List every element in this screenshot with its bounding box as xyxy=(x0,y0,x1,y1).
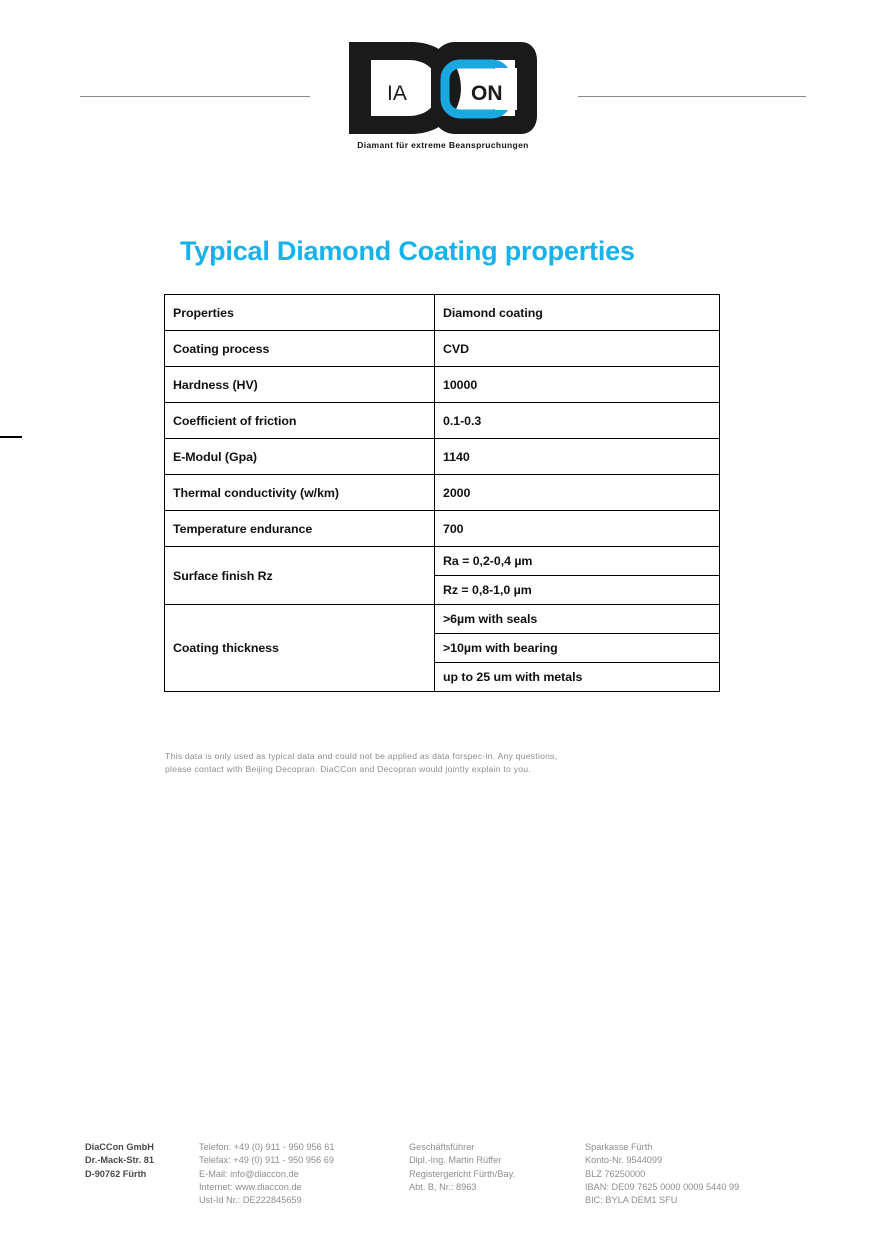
company-logo: IA ON Diamant für extreme Beanspruchunge… xyxy=(345,38,545,163)
footer-email[interactable]: E-Mail: info@diaccon.de xyxy=(199,1168,299,1179)
disclaimer-line-2: please contact with Beijing Decopran. Di… xyxy=(165,764,531,774)
row-property: Surface finish Rz xyxy=(164,546,435,605)
footer-address-line-3: D-90762 Fürth xyxy=(85,1168,147,1179)
footer-vat-id: Ust-Id Nr.: DE222845659 xyxy=(199,1195,302,1206)
table-row: Thermal conductivity (w/km) 2000 xyxy=(164,474,720,511)
logo-letters-right: ON xyxy=(471,82,503,105)
row-value: 0.1-0.3 xyxy=(434,402,720,439)
table-row: Hardness (HV) 10000 xyxy=(164,366,720,403)
surface-finish-subtable: Ra = 0,2-0,4 µm Rz = 0,8-1,0 µm xyxy=(435,547,719,604)
logo-mark: IA ON xyxy=(345,38,541,138)
table-row: Coefficient of friction 0.1-0.3 xyxy=(164,402,720,439)
table-row: Temperature endurance 700 xyxy=(164,510,720,547)
subrow-value: up to 25 um with metals xyxy=(443,670,583,684)
subrow-value: Ra = 0,2-0,4 µm xyxy=(435,547,719,576)
row-value-group: >6µm with seals >10µm with bearing up to… xyxy=(434,604,720,692)
table-row-surface-finish: Surface finish Rz Ra = 0,2-0,4 µm Rz = 0… xyxy=(164,546,720,605)
subrow-value: >10µm with bearing xyxy=(435,633,719,663)
logo-tagline: Diamant für extreme Beanspruchungen xyxy=(357,140,529,150)
subrow: up to 25 um with metals xyxy=(435,663,719,692)
footer-management: Geschäftsführer Dipl.-Ing. Martin Rüffer… xyxy=(409,1141,515,1194)
properties-table: Properties Diamond coating Coating proce… xyxy=(164,294,720,692)
footer-bank: Sparkasse Fürth Konto-Nr. 9544099 BLZ 76… xyxy=(585,1141,739,1207)
footer-contact: Telefon: +49 (0) 911 - 950 956 61 Telefa… xyxy=(199,1141,334,1207)
footer-website[interactable]: Internet: www.diaccon.de xyxy=(199,1181,302,1192)
row-value: 10000 xyxy=(434,366,720,403)
footer-bank-iban: IBAN: DE09 7625 0000 0009 5440 99 xyxy=(585,1181,740,1192)
subrow: Ra = 0,2-0,4 µm xyxy=(435,547,719,576)
footer-address-line-2: Dr.-Mack-Str. 81 xyxy=(85,1155,154,1166)
row-property: Coating thickness xyxy=(164,604,435,692)
row-property: E-Modul (Gpa) xyxy=(164,438,435,475)
page-edge-mark xyxy=(0,436,22,438)
page-title: Typical Diamond Coating properties xyxy=(180,236,635,266)
table-row: Coating process CVD xyxy=(164,330,720,367)
footer-address-line-1: DiaCCon GmbH xyxy=(85,1142,154,1152)
footer-fax: Telefax: +49 (0) 911 - 950 956 69 xyxy=(199,1155,334,1166)
row-value-group: Ra = 0,2-0,4 µm Rz = 0,8-1,0 µm xyxy=(434,546,720,605)
footer-phone: Telefon: +49 (0) 911 - 950 956 61 xyxy=(199,1142,335,1152)
footer-mgmt-line-2: Dipl.-Ing. Martin Rüffer xyxy=(409,1155,502,1166)
footer-bank-blz: BLZ 76250000 xyxy=(585,1168,646,1179)
row-property: Coefficient of friction xyxy=(164,402,435,439)
coating-thickness-subtable: >6µm with seals >10µm with bearing up to… xyxy=(435,605,719,691)
subrow: Rz = 0,8-1,0 µm xyxy=(435,576,719,605)
subrow-value: >6µm with seals xyxy=(435,605,719,634)
row-property: Hardness (HV) xyxy=(164,366,435,403)
header-rule-right xyxy=(578,96,806,97)
footer-mgmt-line-3: Registergericht Fürth/Bay. xyxy=(409,1168,516,1179)
footer-bank-account: Konto-Nr. 9544099 xyxy=(585,1155,663,1166)
row-value: 2000 xyxy=(434,474,720,511)
row-value: 1140 xyxy=(434,438,720,475)
subrow: >6µm with seals xyxy=(435,605,719,634)
row-property: Coating process xyxy=(164,330,435,367)
table-row-coating-thickness: Coating thickness >6µm with seals >10µm … xyxy=(164,604,720,692)
disclaimer-line-1: This data is only used as typical data a… xyxy=(165,751,558,761)
row-value: 700 xyxy=(434,510,720,547)
footer-bank-bic: BIC: BYLA DEM1 SFU xyxy=(585,1195,678,1206)
disclaimer-note: This data is only used as typical data a… xyxy=(165,750,745,776)
row-property: Temperature endurance xyxy=(164,510,435,547)
page-footer: DiaCCon GmbH Dr.-Mack-Str. 81 D-90762 Fü… xyxy=(0,1141,885,1231)
table-header-property: Properties xyxy=(164,294,435,331)
table-row: E-Modul (Gpa) 1140 xyxy=(164,438,720,475)
page-header: IA ON Diamant für extreme Beanspruchunge… xyxy=(0,0,885,175)
footer-bank-name: Sparkasse Fürth xyxy=(585,1142,653,1152)
footer-mgmt-line-1: Geschäftsführer xyxy=(409,1142,475,1152)
subrow-value: Rz = 0,8-1,0 µm xyxy=(443,583,532,597)
footer-mgmt-line-4: Abt. B, Nr.: 8963 xyxy=(409,1181,477,1192)
diaccon-logo-icon: IA ON xyxy=(349,42,537,134)
table-header-value: Diamond coating xyxy=(434,294,720,331)
header-rule-left xyxy=(80,96,310,97)
subrow: >10µm with bearing xyxy=(435,633,719,663)
row-property: Thermal conductivity (w/km) xyxy=(164,474,435,511)
footer-address: DiaCCon GmbH Dr.-Mack-Str. 81 D-90762 Fü… xyxy=(85,1141,154,1181)
table-header-row: Properties Diamond coating xyxy=(164,294,720,331)
row-value: CVD xyxy=(434,330,720,367)
logo-letters-left: IA xyxy=(387,82,407,105)
